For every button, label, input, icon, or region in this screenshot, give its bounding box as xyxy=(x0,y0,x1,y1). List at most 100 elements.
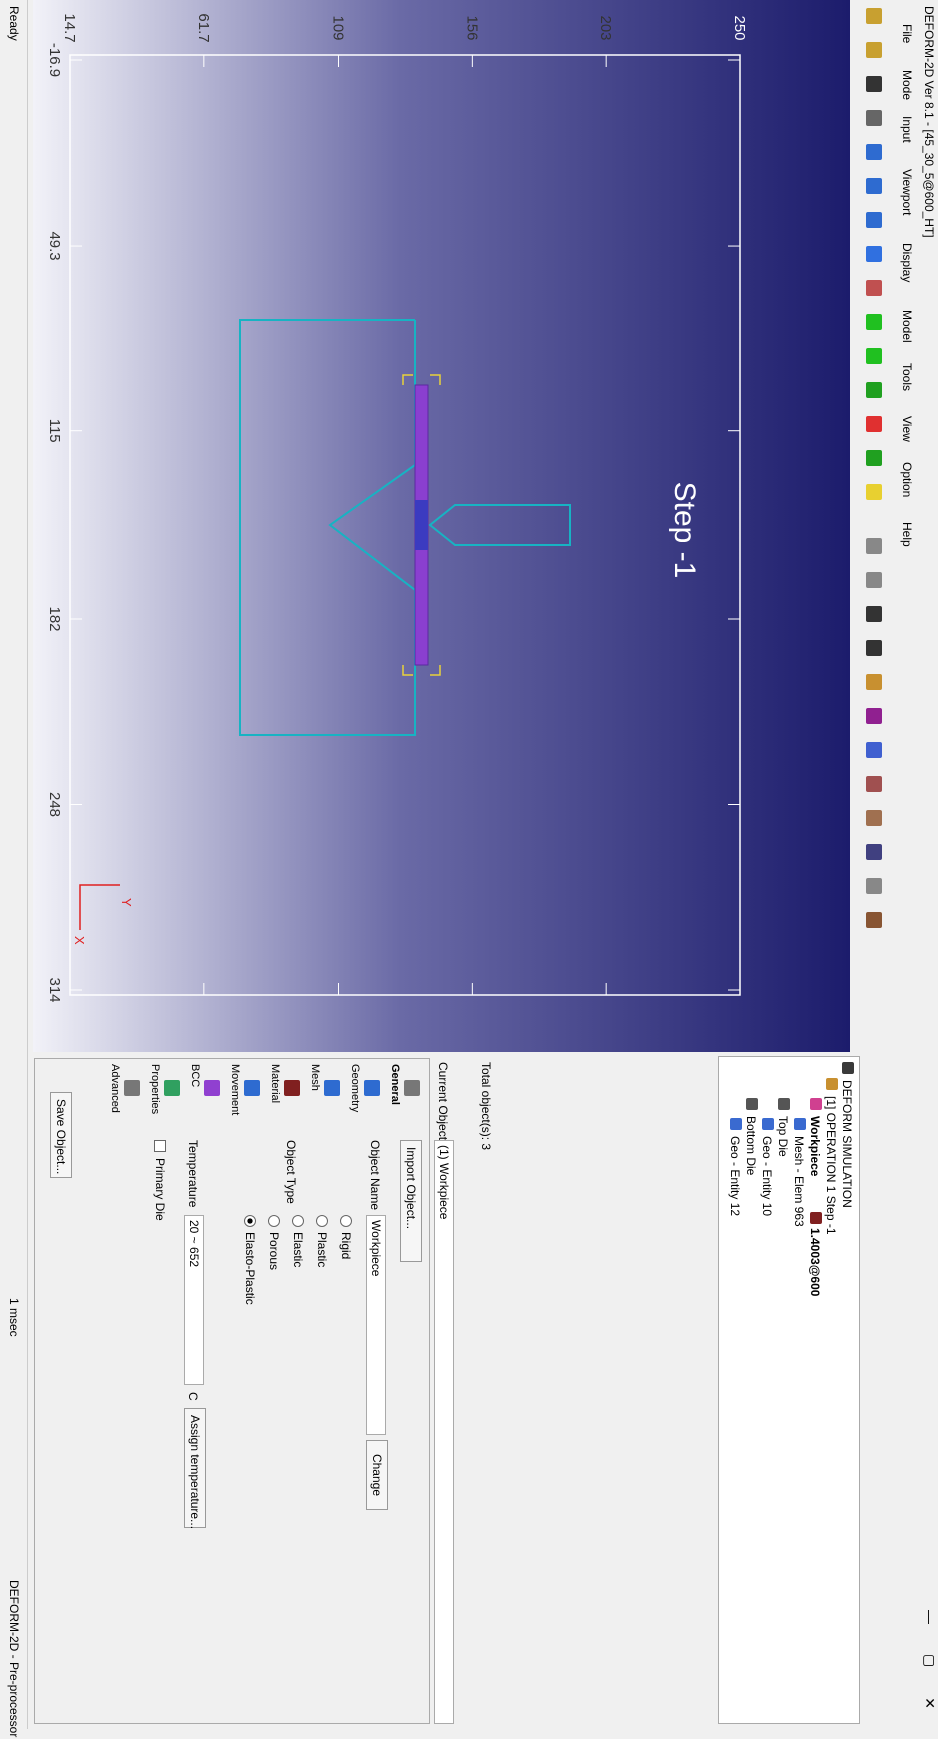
tab-icon[interactable] xyxy=(204,1080,220,1096)
toolbar-button[interactable] xyxy=(866,844,882,860)
toolbar-button[interactable] xyxy=(866,382,882,398)
menu-item[interactable]: Viewport xyxy=(900,169,914,215)
tab[interactable]: General xyxy=(389,1064,401,1105)
change-button[interactable]: Change xyxy=(366,1440,388,1510)
toolbar-button[interactable] xyxy=(866,742,882,758)
menu-item[interactable]: Help xyxy=(900,522,914,547)
tab[interactable]: Properties xyxy=(149,1064,161,1114)
toolbar-button[interactable] xyxy=(866,246,882,262)
tab[interactable]: Geometry xyxy=(349,1064,361,1112)
tree-root[interactable]: DEFORM SIMULATION xyxy=(840,1080,854,1208)
tab[interactable]: Mesh xyxy=(309,1064,321,1091)
toolbar-button[interactable] xyxy=(866,912,882,928)
tab[interactable]: Material xyxy=(269,1064,281,1103)
save-button[interactable]: Save Object... xyxy=(50,1092,72,1178)
window-controls[interactable]: —▢✕ xyxy=(921,1610,938,1739)
toolbar-button[interactable] xyxy=(866,606,882,622)
tab-icon[interactable] xyxy=(324,1080,340,1096)
tab-icon[interactable] xyxy=(244,1080,260,1096)
tree-child[interactable]: Geo - Entity 10 xyxy=(760,1136,774,1216)
menu-item[interactable]: Tools xyxy=(900,363,914,391)
temperature-input[interactable]: 20 ~ 652 xyxy=(184,1215,204,1385)
x-tick-label: 182 xyxy=(46,606,63,631)
menu-item[interactable]: Model xyxy=(900,310,914,343)
current-object-select[interactable]: (1) Workpiece xyxy=(434,1140,454,1724)
tab-icon[interactable] xyxy=(164,1080,180,1096)
temperature-label: Temperature xyxy=(186,1140,200,1207)
toolbar-button[interactable] xyxy=(866,314,882,330)
current-object-label: Current Object xyxy=(436,1062,450,1140)
toolbar-button[interactable] xyxy=(866,450,882,466)
toolbar-button[interactable] xyxy=(866,42,882,58)
viewport-background xyxy=(33,0,850,1052)
page: DEFORM-2D Ver 8.1 - [45_30_5@600_HT] —▢✕… xyxy=(0,0,938,1729)
status-field: DEFORM-2D - Pre-processor xyxy=(7,1580,21,1737)
step-label: Step -1 xyxy=(668,482,701,579)
toolbar-button[interactable] xyxy=(866,8,882,24)
toolbar-button[interactable] xyxy=(866,640,882,656)
tree-operation[interactable]: [1] OPERATION 1 Step -1 xyxy=(824,1096,838,1235)
x-tick-label: 115 xyxy=(46,419,63,443)
tree-child[interactable]: Mesh - Elem 963 xyxy=(792,1136,806,1227)
toolbar-button[interactable] xyxy=(866,212,882,228)
tab[interactable]: Movement xyxy=(229,1064,241,1115)
toolbar-button[interactable] xyxy=(866,348,882,364)
tree-child[interactable]: Geo - Entity 12 xyxy=(728,1136,742,1216)
radio-label[interactable]: Rigid xyxy=(339,1232,353,1259)
primary-die-label[interactable]: Primary Die xyxy=(153,1158,167,1221)
tab-icon[interactable] xyxy=(364,1080,380,1096)
toolbar-button[interactable] xyxy=(866,538,882,554)
triad-y: Y xyxy=(119,898,134,907)
toolbar-button[interactable] xyxy=(866,708,882,724)
temperature-unit: C xyxy=(186,1392,200,1401)
toolbar-button[interactable] xyxy=(866,810,882,826)
toolbar-button[interactable] xyxy=(866,572,882,588)
toolbar-button[interactable] xyxy=(866,280,882,296)
menu-item[interactable]: Input xyxy=(900,116,914,143)
tree-icon xyxy=(826,1078,838,1090)
toolbar-button[interactable] xyxy=(866,416,882,432)
tree-icon xyxy=(794,1118,806,1130)
import-button[interactable]: Import Object... xyxy=(400,1140,422,1262)
menu-item[interactable]: Option xyxy=(900,462,914,497)
tree-object[interactable]: Bottom Die xyxy=(744,1116,758,1175)
menu-item[interactable]: Display xyxy=(900,243,914,282)
toolbar-button[interactable] xyxy=(866,110,882,126)
radio-label[interactable]: Porous xyxy=(267,1232,281,1270)
object-name-label: Object Name xyxy=(368,1140,382,1210)
assign-button[interactable]: Assign temperature... xyxy=(184,1408,206,1528)
menu-item[interactable]: View xyxy=(900,416,914,442)
tab[interactable]: Advanced xyxy=(109,1064,121,1113)
tab-icon[interactable] xyxy=(284,1080,300,1096)
toolbar-button[interactable] xyxy=(866,776,882,792)
radio[interactable] xyxy=(340,1215,352,1227)
toolbar-button[interactable] xyxy=(866,178,882,194)
tree-object[interactable]: Top Die xyxy=(776,1116,790,1157)
tab-icon[interactable] xyxy=(404,1080,420,1096)
toolbar-button[interactable] xyxy=(866,878,882,894)
menu-bar: File Mode Input Viewport Display Model Tools Vi… xyxy=(896,0,916,1729)
triad-x: X xyxy=(72,936,87,945)
tree-object[interactable]: Workpiece xyxy=(808,1116,822,1176)
radio[interactable] xyxy=(316,1215,328,1227)
menu-item[interactable]: Mode xyxy=(900,70,914,100)
checkbox[interactable] xyxy=(154,1140,166,1152)
tab[interactable]: BCC xyxy=(189,1064,201,1087)
toolbar-button[interactable] xyxy=(866,144,882,160)
tab-icon[interactable] xyxy=(124,1080,140,1096)
toolbar-button[interactable] xyxy=(866,674,882,690)
x-tick-label: 248 xyxy=(46,792,63,817)
toolbar-button[interactable] xyxy=(866,484,882,500)
radio[interactable] xyxy=(268,1215,280,1227)
y-tick-label: 61.7 xyxy=(195,13,212,42)
x-tick-label: -16.9 xyxy=(46,43,63,77)
radio-label[interactable]: Elastic xyxy=(291,1232,305,1267)
object-type-label: Object Type xyxy=(284,1140,298,1204)
menu-item[interactable]: File xyxy=(900,24,914,43)
radio[interactable] xyxy=(292,1215,304,1227)
radio-label[interactable]: Plastic xyxy=(315,1232,329,1267)
radio-label[interactable]: Elasto-Plastic xyxy=(243,1232,257,1305)
object-name-input[interactable]: Workpiece xyxy=(366,1215,386,1435)
radio[interactable] xyxy=(244,1215,256,1227)
toolbar-button[interactable] xyxy=(866,76,882,92)
